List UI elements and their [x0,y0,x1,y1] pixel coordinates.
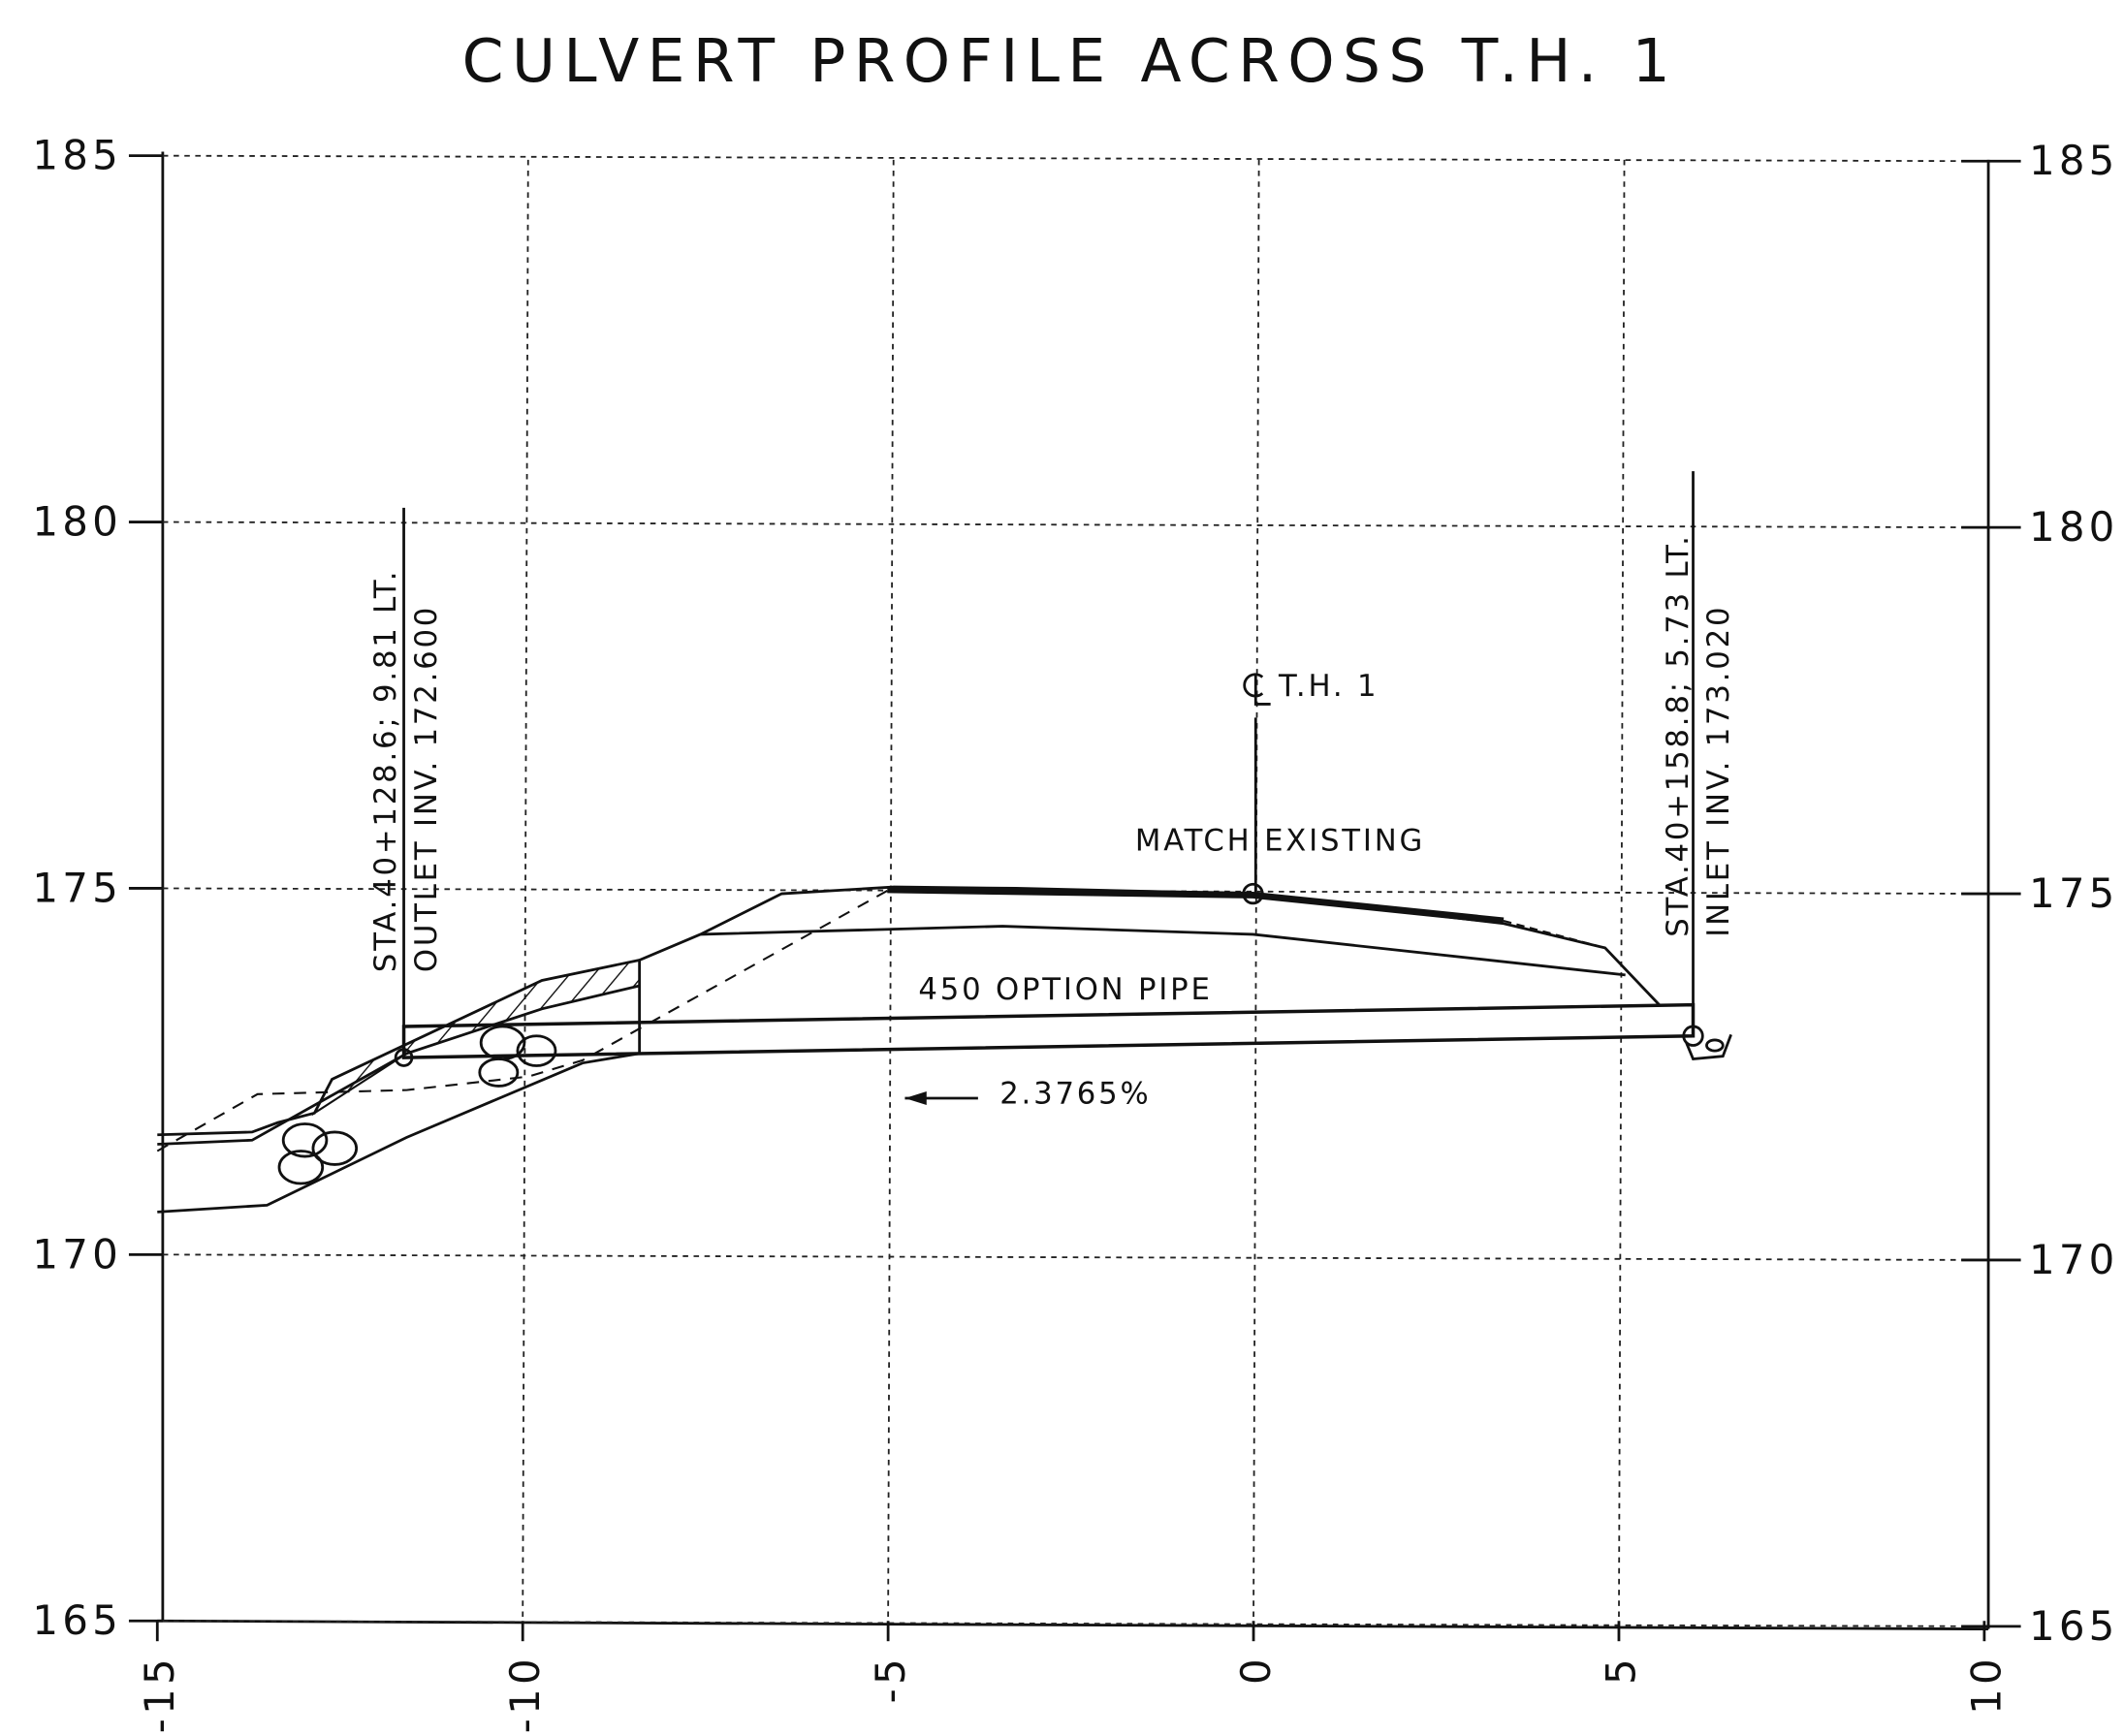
y-tick-label: 170 [32,1230,122,1278]
profile [156,471,1732,1214]
rock [478,1057,520,1088]
x-tick-label: -10 [501,1655,549,1733]
match-point [1242,882,1264,905]
x-tick-label: 10 [1963,1655,2011,1715]
inlet-invert: INLET INV. 173.020 [1701,605,1736,937]
y-tick-label: 185 [2029,137,2119,184]
y-tick-label: 175 [2029,869,2119,917]
outlet-station: STA.40+128.6; 9.81 LT. [368,569,403,972]
y-tick-label: 180 [2029,503,2119,551]
x-tick-label: 5 [1598,1655,1645,1685]
rock [311,1130,359,1166]
grid-line [1618,159,1626,1622]
grid-line [162,154,1989,163]
arrow-head [904,1091,927,1105]
x-tick-label: -15 [136,1655,183,1733]
inlet-point [1682,1025,1704,1047]
y-tick-label: 170 [2029,1236,2119,1283]
x-tick-label: 0 [1232,1655,1280,1685]
grid-line [522,159,529,1622]
centerline-symbol [1243,673,1271,706]
base-line [700,925,1626,977]
match-label: MATCH EXISTING [1135,823,1425,858]
grid-line [162,521,1989,529]
rock [281,1122,329,1158]
bottom-axis [157,1619,1989,1631]
outlet-invert: OUTLET INV. 172.600 [409,605,444,972]
inlet-end [1685,1033,1732,1060]
rock [1705,1038,1725,1053]
title: CULVERT PROFILE ACROSS T.H. 1 [462,27,1678,96]
slope-label: 2.3765% [999,1077,1151,1112]
y-tick-label: 165 [2029,1602,2119,1650]
centerline-label: T.H. 1 [1278,669,1379,704]
y-tick-label: 180 [32,498,122,546]
existing-ground [156,886,895,1152]
y-tick-label: 185 [32,132,122,179]
x-tick-label: -5 [867,1655,914,1703]
outlet-point [394,1048,414,1067]
inlet-station: STA.40+158.8; 5.73 LT. [1661,533,1696,936]
pipe-label: 450 OPTION PIPE [918,972,1212,1007]
embankment-bottom [157,1052,640,1214]
grid-line [162,1620,1989,1627]
rock [277,1150,325,1185]
existing-shoulder [1503,919,1605,949]
y-tick-label: 175 [32,864,122,911]
grid-line [162,1253,1989,1261]
y-tick-label: 165 [32,1596,122,1644]
pipe [401,1002,1696,1059]
riprap [311,959,641,1117]
pavement [887,886,1505,925]
rock [516,1034,557,1067]
